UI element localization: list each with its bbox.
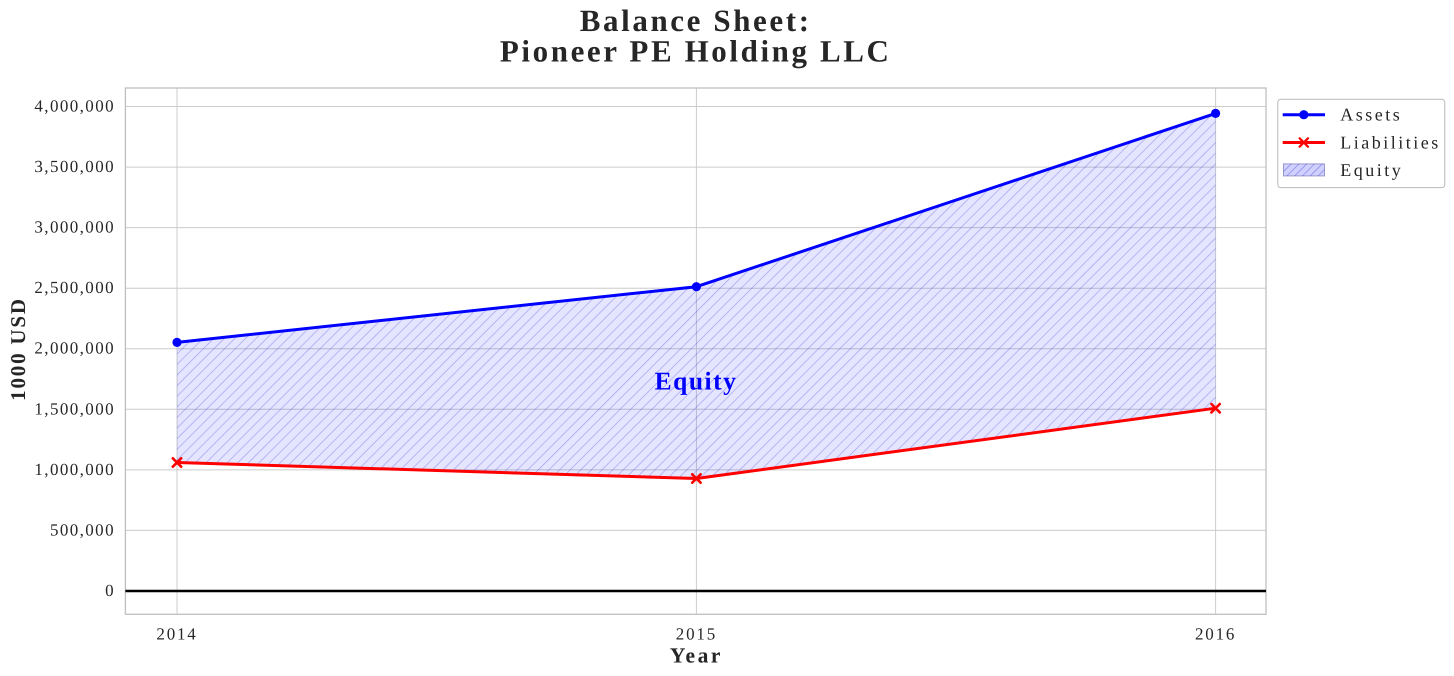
svg-text:1,000,000: 1,000,000 [34,460,115,479]
svg-text:1,500,000: 1,500,000 [34,399,115,418]
svg-text:4,000,000: 4,000,000 [34,97,115,116]
svg-text:Equity: Equity [1340,160,1403,180]
svg-text:Balance Sheet:: Balance Sheet: [580,3,812,38]
svg-text:2016: 2016 [1195,624,1236,643]
svg-text:2,500,000: 2,500,000 [34,278,115,297]
svg-text:3,500,000: 3,500,000 [34,157,115,176]
svg-text:2014: 2014 [156,624,197,643]
svg-text:Liabilities: Liabilities [1340,132,1440,152]
svg-text:2,000,000: 2,000,000 [34,339,115,358]
svg-text:0: 0 [105,581,115,600]
svg-text:Assets: Assets [1340,105,1402,125]
svg-text:Equity: Equity [655,367,738,396]
svg-text:500,000: 500,000 [50,520,115,539]
svg-text:1000 USD: 1000 USD [6,297,30,401]
svg-text:2015: 2015 [676,624,717,643]
svg-text:3,000,000: 3,000,000 [34,218,115,237]
svg-text:Year: Year [670,644,723,668]
svg-text:Pioneer PE Holding LLC: Pioneer PE Holding LLC [500,34,892,69]
